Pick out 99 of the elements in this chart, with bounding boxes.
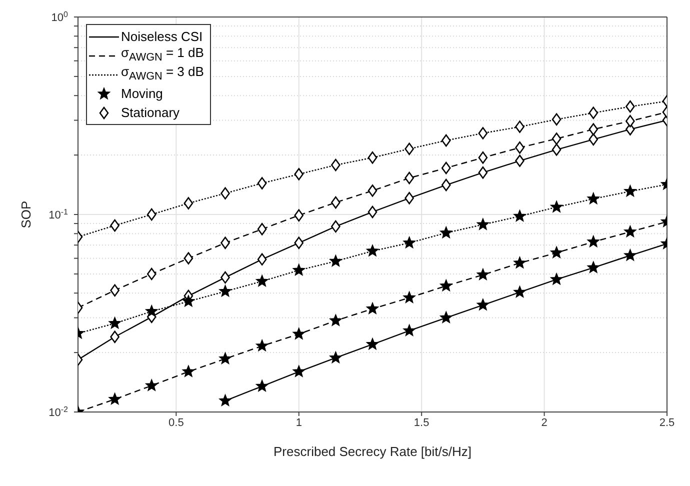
- point: [440, 280, 452, 292]
- y-axis-title: SOP: [18, 200, 34, 228]
- y-tick-label: 10$^{-2}$: [48, 404, 69, 419]
- point: [404, 172, 414, 184]
- point: [256, 340, 268, 352]
- point: [552, 113, 562, 126]
- legend-label: Stationary: [121, 104, 180, 122]
- point: [146, 208, 156, 221]
- point: [514, 210, 526, 222]
- point: [476, 298, 490, 310]
- point: [146, 379, 158, 391]
- point: [403, 291, 416, 303]
- x-tick-label: 2: [541, 416, 548, 429]
- point: [588, 123, 598, 136]
- point: [292, 365, 305, 377]
- point: [184, 197, 194, 210]
- point: [366, 244, 379, 256]
- point: [552, 132, 562, 145]
- point: [404, 142, 414, 155]
- point: [588, 106, 598, 120]
- point: [515, 120, 524, 133]
- point: [294, 209, 304, 222]
- point: [330, 351, 342, 364]
- legend-label: Noiseless CSI: [121, 28, 203, 46]
- point: [219, 394, 232, 406]
- point: [108, 392, 121, 405]
- legend-label: σ$_{AWGN}$ = 1 dB: [121, 45, 204, 64]
- point: [219, 284, 232, 297]
- y-tick-label: 10$^{0}$: [51, 10, 69, 24]
- point: [514, 256, 526, 268]
- point: [440, 226, 452, 238]
- point: [515, 142, 524, 154]
- point: [441, 178, 451, 192]
- legend-label: σ$_{AWGN}$ = 3 dB: [121, 63, 204, 85]
- x-tick-label: 1: [296, 416, 302, 429]
- point: [478, 127, 488, 140]
- point: [403, 324, 416, 336]
- point: [476, 268, 490, 280]
- x-tick-label: 1.5: [414, 416, 430, 429]
- point: [624, 184, 636, 197]
- point: [476, 218, 490, 230]
- point: [110, 330, 120, 344]
- x-tick-label: 0.5: [168, 416, 184, 429]
- point: [110, 284, 120, 296]
- legend-label: Moving: [121, 85, 163, 103]
- x-axis-title: Prescribed Secrecy Rate [bit/s/Hz]: [274, 444, 472, 459]
- point: [550, 273, 563, 285]
- point: [626, 114, 635, 128]
- point: [366, 338, 379, 350]
- point: [624, 249, 636, 261]
- point: [292, 328, 305, 340]
- point: [146, 268, 156, 280]
- point: [441, 162, 451, 174]
- point: [220, 271, 230, 284]
- point: [515, 154, 524, 167]
- point: [292, 264, 305, 276]
- point: [478, 152, 488, 164]
- point: [257, 253, 267, 266]
- point: [330, 314, 342, 326]
- point: [441, 134, 451, 147]
- point: [184, 252, 194, 264]
- point: [257, 177, 267, 190]
- point: [331, 196, 340, 209]
- point: [219, 352, 232, 364]
- point: [368, 152, 378, 164]
- point: [404, 192, 414, 204]
- point: [478, 166, 488, 179]
- point: [182, 365, 195, 377]
- point: [294, 236, 304, 250]
- point: [294, 168, 304, 180]
- point: [440, 311, 452, 324]
- point: [331, 220, 340, 233]
- point: [552, 143, 562, 156]
- point: [587, 261, 600, 273]
- point: [550, 200, 563, 212]
- point: [626, 100, 635, 113]
- point: [108, 316, 121, 329]
- point: [146, 305, 158, 317]
- point: [366, 302, 379, 314]
- point: [330, 254, 342, 266]
- x-tick-label: 2.5: [659, 416, 675, 429]
- point: [220, 236, 230, 250]
- point: [550, 246, 563, 258]
- point: [331, 158, 340, 172]
- y-tick-label: 10$^{-1}$: [48, 207, 69, 222]
- point: [624, 225, 636, 238]
- point: [220, 187, 230, 200]
- point: [256, 380, 268, 392]
- point: [110, 219, 120, 232]
- point: [587, 235, 600, 248]
- point: [257, 223, 267, 236]
- point: [403, 236, 416, 248]
- point: [587, 192, 600, 204]
- point: [368, 184, 378, 197]
- point: [368, 206, 378, 218]
- point: [588, 133, 598, 146]
- point: [182, 295, 195, 307]
- point: [256, 274, 268, 287]
- point: [514, 286, 526, 298]
